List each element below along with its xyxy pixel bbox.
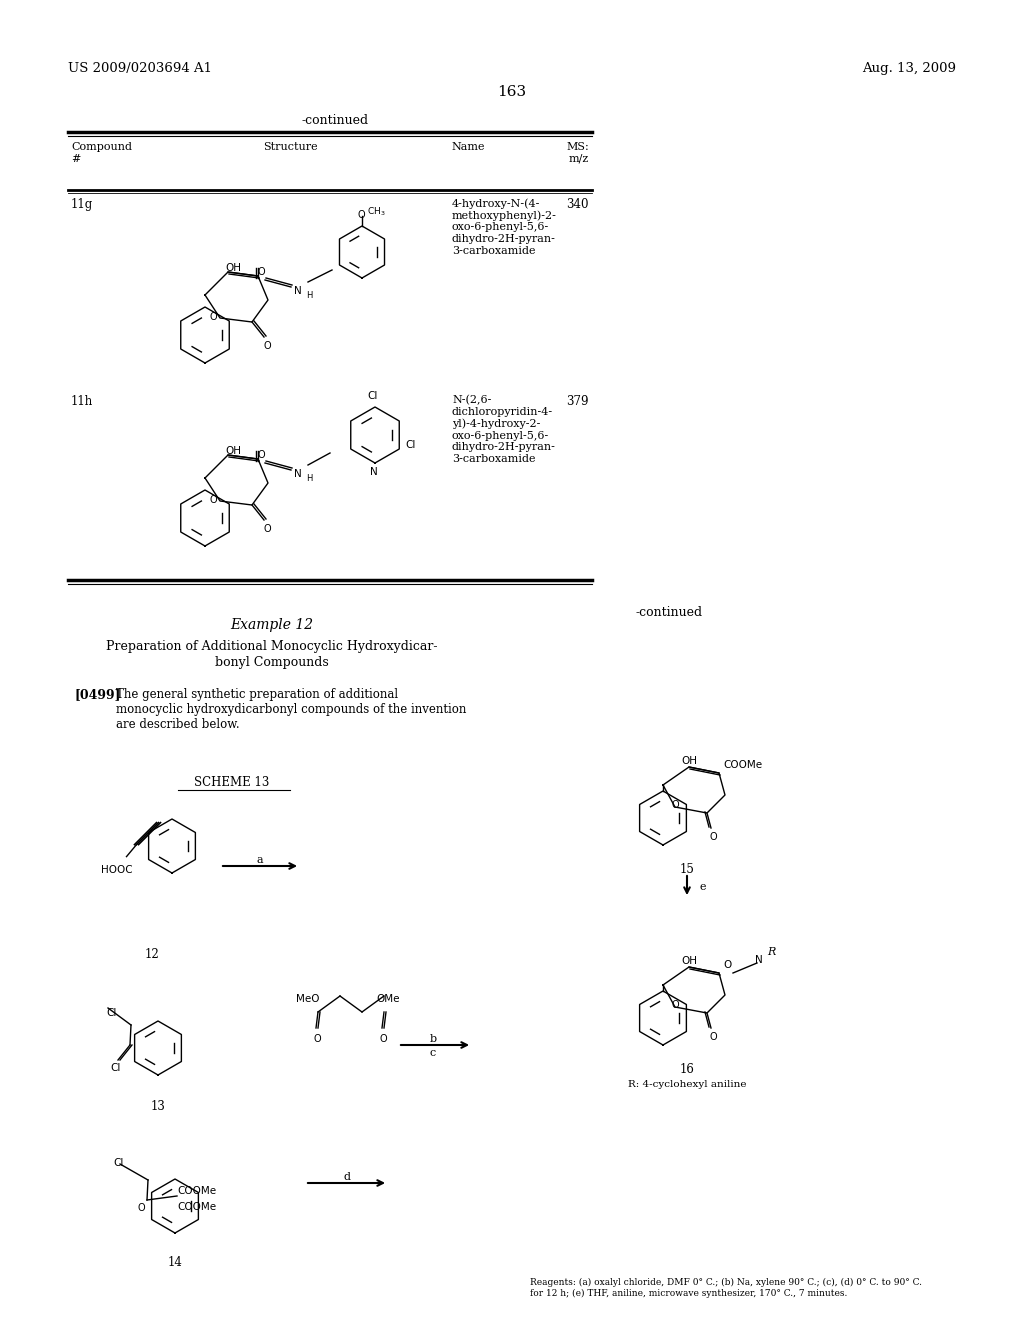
Text: US 2009/0203694 A1: US 2009/0203694 A1 <box>68 62 212 75</box>
Text: H: H <box>306 290 312 300</box>
Text: 15: 15 <box>680 863 694 876</box>
Text: Cl: Cl <box>110 1063 121 1073</box>
Text: MS:
m/z: MS: m/z <box>566 143 589 164</box>
Text: O: O <box>258 450 265 459</box>
Text: H: H <box>306 474 312 483</box>
Text: $\rm CH_3$: $\rm CH_3$ <box>367 206 386 219</box>
Text: Structure: Structure <box>263 143 317 152</box>
Text: O: O <box>710 832 718 842</box>
Text: O: O <box>263 341 270 351</box>
Text: O: O <box>263 524 270 535</box>
Text: O: O <box>672 1001 680 1010</box>
Text: Preparation of Additional Monocyclic Hydroxydicar-: Preparation of Additional Monocyclic Hyd… <box>106 640 437 653</box>
Text: Example 12: Example 12 <box>230 618 313 632</box>
Text: Compound
#: Compound # <box>71 143 132 164</box>
Text: O: O <box>210 495 218 506</box>
Text: O: O <box>258 267 265 277</box>
Text: 163: 163 <box>498 84 526 99</box>
Text: N: N <box>294 286 302 296</box>
Text: OH: OH <box>681 756 697 766</box>
Text: OMe: OMe <box>376 994 399 1005</box>
Text: 11g: 11g <box>71 198 93 211</box>
Text: Cl: Cl <box>106 1008 117 1018</box>
Text: 12: 12 <box>144 948 160 961</box>
Text: e: e <box>699 882 706 891</box>
Text: Cl: Cl <box>367 391 378 401</box>
Text: O: O <box>380 1034 388 1044</box>
Text: 16: 16 <box>680 1063 694 1076</box>
Text: N: N <box>370 467 378 477</box>
Text: Cl: Cl <box>113 1158 123 1168</box>
Text: N: N <box>294 469 302 479</box>
Text: a: a <box>257 855 263 865</box>
Text: c: c <box>430 1048 436 1059</box>
Text: COOMe: COOMe <box>177 1185 216 1196</box>
Text: O: O <box>210 312 218 322</box>
Text: N: N <box>755 954 763 965</box>
Text: O: O <box>710 1032 718 1041</box>
Text: -continued: -continued <box>301 114 369 127</box>
Text: R: 4-cyclohexyl aniline: R: 4-cyclohexyl aniline <box>628 1080 746 1089</box>
Text: -continued: -continued <box>635 606 702 619</box>
Text: Cl: Cl <box>406 440 416 450</box>
Text: Reagents: (a) oxalyl chloride, DMF 0° C.; (b) Na, xylene 90° C.; (c), (d) 0° C. : Reagents: (a) oxalyl chloride, DMF 0° C.… <box>530 1278 922 1298</box>
Text: 379: 379 <box>566 395 589 408</box>
Text: SCHEME 13: SCHEME 13 <box>195 776 269 789</box>
Text: N-(2,6-
dichloropyridin-4-
yl)-4-hydroxy-2-
oxo-6-phenyl-5,6-
dihydro-2H-pyran-
: N-(2,6- dichloropyridin-4- yl)-4-hydroxy… <box>452 395 556 465</box>
Text: b: b <box>429 1034 436 1044</box>
Text: O: O <box>314 1034 322 1044</box>
Text: 11h: 11h <box>71 395 93 408</box>
Text: Aug. 13, 2009: Aug. 13, 2009 <box>862 62 956 75</box>
Text: 14: 14 <box>168 1257 182 1269</box>
Text: OH: OH <box>681 956 697 966</box>
Text: HOOC: HOOC <box>100 865 132 875</box>
Text: [0499]: [0499] <box>75 688 122 701</box>
Text: O: O <box>137 1203 144 1213</box>
Text: MeO: MeO <box>296 994 319 1005</box>
Text: R: R <box>767 946 775 957</box>
Text: 340: 340 <box>566 198 589 211</box>
Text: OH: OH <box>225 263 241 273</box>
Text: Name: Name <box>452 143 484 152</box>
Text: O: O <box>672 800 680 810</box>
Text: COOMe: COOMe <box>177 1203 216 1212</box>
Text: O: O <box>723 960 731 970</box>
Text: d: d <box>343 1172 350 1181</box>
Text: 4-hydroxy-N-(4-
methoxyphenyl)-2-
oxo-6-phenyl-5,6-
dihydro-2H-pyran-
3-carboxam: 4-hydroxy-N-(4- methoxyphenyl)-2- oxo-6-… <box>452 198 557 256</box>
Text: The general synthetic preparation of additional
monocyclic hydroxydicarbonyl com: The general synthetic preparation of add… <box>116 688 466 731</box>
Text: 13: 13 <box>151 1100 166 1113</box>
Text: bonyl Compounds: bonyl Compounds <box>215 656 329 669</box>
Text: OH: OH <box>225 446 241 455</box>
Text: O: O <box>358 210 366 220</box>
Text: COOMe: COOMe <box>723 760 762 770</box>
